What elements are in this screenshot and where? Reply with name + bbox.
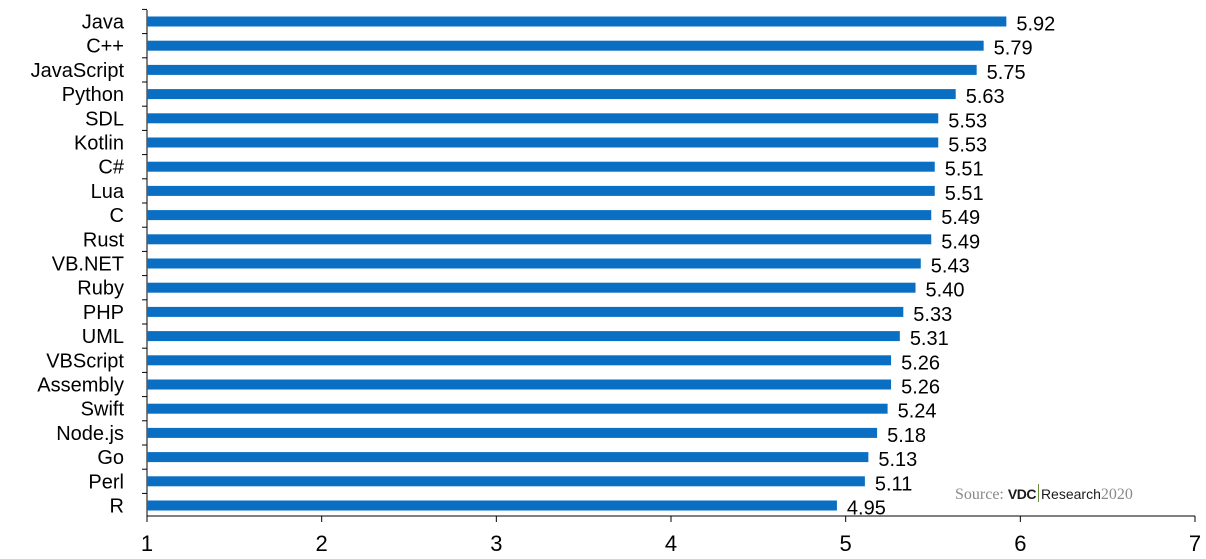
category-label: C: [110, 205, 124, 227]
value-label: 5.33: [913, 304, 952, 326]
bar-ruby: [147, 282, 916, 293]
research-text: Research: [1040, 486, 1101, 502]
x-tick-label: 1: [141, 531, 153, 554]
bar-uml: [147, 331, 900, 342]
category-label: SDL: [85, 108, 124, 130]
value-label: 5.13: [878, 449, 917, 471]
category-label: C#: [98, 157, 124, 179]
category-label: Node.js: [56, 423, 124, 445]
value-label: 5.26: [901, 377, 940, 399]
bar-sdl: [147, 113, 939, 124]
value-label: 4.95: [847, 498, 886, 520]
bar-perl: [147, 476, 865, 487]
category-label: VB.NET: [52, 254, 124, 276]
category-label: JavaScript: [31, 60, 125, 82]
category-labels: JavaC++JavaScriptPythonSDLKotlinC#LuaCRu…: [31, 12, 125, 518]
x-ticks: 1 2 3 4 5 6 7: [141, 516, 1201, 556]
logo-divider: [1037, 484, 1039, 502]
value-label: 5.53: [948, 135, 987, 157]
category-label: Swift: [81, 399, 125, 421]
value-label: 5.79: [994, 38, 1033, 60]
x-tick-label: 4: [665, 531, 677, 554]
value-label: 5.26: [901, 352, 940, 374]
value-label: 5.51: [945, 159, 984, 181]
x-tick-label: 3: [490, 531, 502, 554]
bar-r: [147, 500, 837, 511]
value-label: 5.63: [966, 86, 1005, 108]
value-label: 5.92: [1016, 14, 1055, 36]
bar-kotlin: [147, 137, 939, 148]
x-tick-label: 2: [316, 531, 328, 554]
value-label: 5.24: [898, 401, 937, 423]
category-label: R: [110, 496, 124, 518]
value-label: 5.11: [875, 473, 912, 495]
bar-php: [147, 306, 904, 317]
value-label: 5.53: [948, 110, 987, 132]
category-label: Assembly: [37, 375, 124, 397]
bar-c: [147, 210, 932, 221]
source-note: Source: VDC Research2020: [955, 484, 1133, 504]
category-label: Go: [97, 447, 124, 469]
value-label: 5.75: [987, 62, 1026, 84]
bar-assembly: [147, 379, 892, 390]
category-label: Ruby: [77, 278, 124, 300]
bar-swift: [147, 403, 888, 414]
x-tick-label: 5: [840, 531, 852, 554]
category-label: Kotlin: [74, 133, 124, 155]
bar-vbscript: [147, 355, 892, 366]
value-label: 5.31: [910, 328, 949, 350]
source-year: 2020: [1100, 486, 1133, 503]
value-label: 5.49: [941, 231, 980, 253]
bar-go: [147, 452, 869, 463]
category-label: Lua: [91, 181, 125, 203]
bar-python: [147, 89, 956, 100]
value-label: 5.18: [887, 425, 926, 447]
value-labels: 5.925.795.755.635.535.535.515.515.495.49…: [847, 14, 1055, 520]
source-prefix: Source:: [955, 486, 1008, 503]
category-label: Rust: [83, 229, 125, 251]
category-label: Java: [82, 12, 125, 34]
bar-node-js: [147, 427, 878, 438]
bar-javascript: [147, 64, 977, 75]
x-tick-label: 6: [1014, 531, 1026, 554]
value-label: 5.40: [926, 280, 965, 302]
bar-java: [147, 16, 1007, 27]
bar-vb-net: [147, 258, 921, 269]
category-label: Perl: [88, 471, 124, 493]
category-label: UML: [82, 326, 124, 348]
bar-c-: [147, 161, 935, 172]
value-label: 5.49: [941, 207, 980, 229]
bar-c-: [147, 40, 984, 51]
category-label: PHP: [83, 302, 124, 324]
value-label: 5.43: [931, 256, 970, 278]
bars-group: [142, 8, 1007, 511]
category-label: Python: [62, 84, 124, 106]
category-label: C++: [86, 36, 124, 58]
bar-lua: [147, 185, 935, 196]
x-tick-label: 7: [1189, 531, 1201, 554]
bar-rust: [147, 234, 932, 245]
category-label: VBScript: [46, 350, 124, 372]
value-label: 5.51: [945, 183, 984, 205]
vdc-logo-text: VDC: [1007, 486, 1037, 502]
